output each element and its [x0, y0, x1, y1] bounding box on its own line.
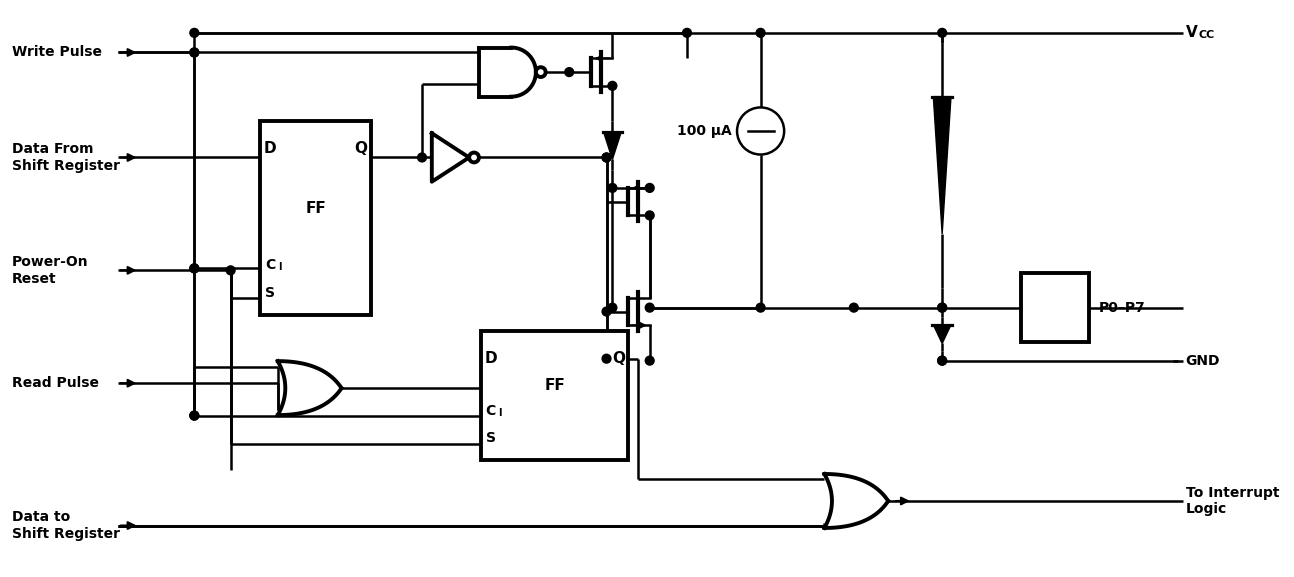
Text: 100 μA: 100 μA [677, 124, 732, 138]
Circle shape [938, 356, 947, 365]
Text: S: S [265, 286, 274, 300]
Circle shape [682, 28, 691, 38]
Circle shape [190, 264, 199, 273]
Circle shape [646, 304, 653, 312]
Text: P0–P7: P0–P7 [1099, 301, 1146, 314]
Text: I: I [278, 263, 281, 272]
Circle shape [738, 107, 784, 155]
Text: C: C [485, 404, 496, 418]
Polygon shape [933, 96, 951, 234]
Circle shape [190, 48, 199, 57]
Circle shape [938, 356, 947, 365]
Circle shape [608, 81, 617, 90]
Circle shape [564, 68, 573, 77]
Circle shape [938, 28, 947, 38]
Text: I: I [498, 407, 502, 418]
Circle shape [849, 304, 858, 312]
Text: To Interrupt: To Interrupt [1185, 486, 1278, 500]
Circle shape [938, 304, 947, 312]
Circle shape [756, 28, 765, 38]
Circle shape [536, 67, 546, 77]
Text: Logic: Logic [1185, 502, 1227, 516]
Circle shape [608, 304, 617, 312]
Text: Read Pulse: Read Pulse [12, 376, 98, 390]
Circle shape [646, 183, 653, 192]
Circle shape [938, 304, 947, 312]
Bar [1021, 273, 1090, 342]
Circle shape [608, 183, 617, 192]
Circle shape [470, 152, 479, 162]
Circle shape [646, 211, 653, 220]
Text: Q: Q [355, 141, 367, 156]
Bar [260, 121, 371, 314]
Text: Write Pulse: Write Pulse [12, 46, 102, 59]
Circle shape [756, 304, 765, 312]
Circle shape [190, 264, 199, 273]
Text: Shift Register: Shift Register [12, 159, 120, 173]
Circle shape [602, 153, 611, 162]
Circle shape [190, 48, 199, 57]
Text: Data to: Data to [12, 509, 70, 524]
Text: Shift Register: Shift Register [12, 527, 120, 541]
Circle shape [190, 411, 199, 420]
Circle shape [602, 354, 611, 363]
Circle shape [226, 266, 236, 275]
Circle shape [190, 411, 199, 420]
Text: Power-On: Power-On [12, 254, 88, 268]
Text: FF: FF [305, 201, 326, 216]
Circle shape [418, 153, 427, 162]
Text: S: S [485, 431, 496, 445]
Circle shape [602, 307, 611, 316]
Circle shape [646, 356, 653, 365]
Text: CC: CC [1198, 30, 1215, 40]
Text: Data From: Data From [12, 141, 93, 156]
Polygon shape [603, 132, 621, 159]
Text: GND: GND [1185, 354, 1220, 368]
Text: Q: Q [612, 351, 625, 366]
Text: D: D [264, 141, 276, 156]
Text: V: V [1185, 25, 1197, 40]
Bar [481, 331, 628, 460]
Text: C: C [265, 258, 276, 272]
Text: FF: FF [543, 378, 565, 393]
Text: Reset: Reset [12, 272, 57, 286]
Text: D: D [484, 351, 497, 366]
Polygon shape [933, 325, 951, 343]
Circle shape [190, 28, 199, 38]
Circle shape [602, 153, 611, 162]
